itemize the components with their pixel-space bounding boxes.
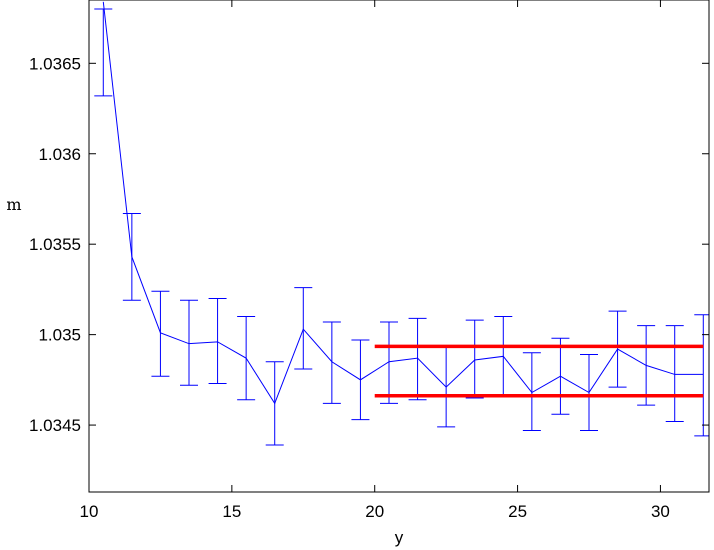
series-group <box>94 1 709 446</box>
y-axis-label: m <box>6 195 21 214</box>
ticks <box>88 0 709 492</box>
error-bar <box>408 317 427 401</box>
y-tick-label: 1.035 <box>38 326 81 345</box>
error-bar <box>380 321 398 404</box>
error-bar <box>465 319 484 399</box>
error-bar <box>180 299 198 386</box>
x-tick-label: 20 <box>365 502 384 521</box>
error-bar <box>208 297 227 384</box>
y-tick-label: 1.0355 <box>29 235 81 254</box>
series-line <box>102 1 704 405</box>
y-tick-label: 1.0365 <box>29 54 81 73</box>
error-bar <box>665 325 684 422</box>
tick-labels: 10 15 20 25 30 1.0345 1.035 1.0355 1.036 1.0365 <box>29 54 670 521</box>
error-bar <box>322 321 341 404</box>
x-tick-label: 30 <box>651 502 670 521</box>
x-axis-label: y <box>395 528 404 547</box>
error-bar <box>522 352 541 431</box>
plot-area <box>94 1 709 446</box>
x-tick-label: 10 <box>80 502 99 521</box>
y-tick-label: 1.036 <box>38 145 81 164</box>
x-tick-label: 25 <box>508 502 527 521</box>
y-tick-label: 1.0345 <box>29 416 81 435</box>
error-bar <box>694 314 709 437</box>
x-tick-label: 15 <box>222 502 241 521</box>
error-bar <box>294 287 313 370</box>
error-bar <box>94 8 113 97</box>
axes-frame <box>88 0 710 493</box>
error-bar <box>151 290 170 377</box>
